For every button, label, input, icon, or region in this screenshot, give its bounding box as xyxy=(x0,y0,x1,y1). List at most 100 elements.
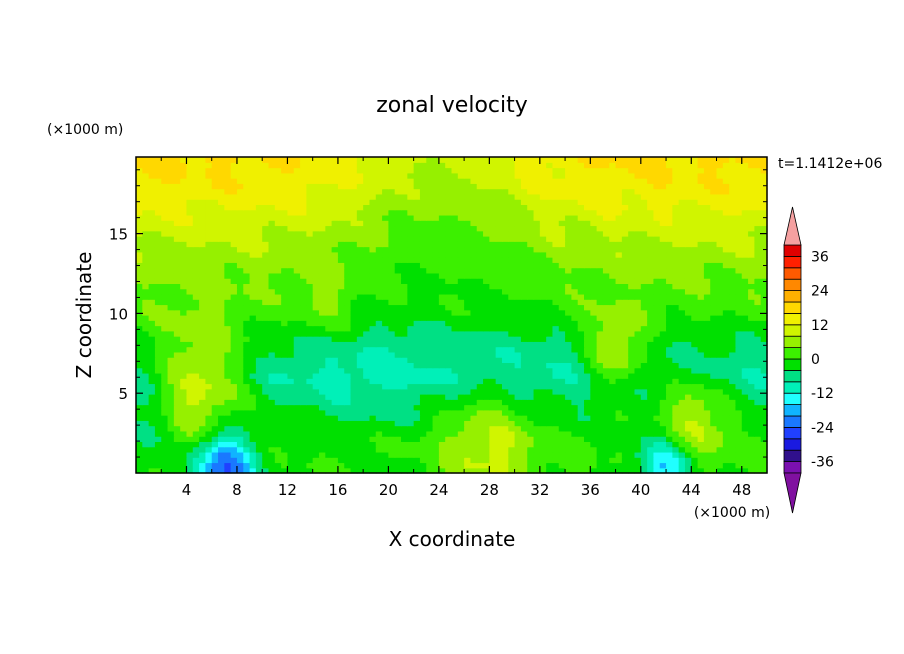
field-cell xyxy=(230,357,238,363)
field-cell xyxy=(760,330,768,337)
field-cell xyxy=(722,441,730,448)
field-cell xyxy=(483,267,490,274)
field-cell xyxy=(249,451,257,458)
field-cell xyxy=(337,225,345,232)
field-cell xyxy=(356,457,364,464)
field-cell xyxy=(520,257,528,263)
field-cell xyxy=(741,441,749,448)
field-cell xyxy=(741,430,749,437)
field-cell xyxy=(161,214,169,221)
field-cell xyxy=(300,351,307,358)
field-cell xyxy=(419,362,427,369)
field-cell xyxy=(382,272,389,279)
field-cell xyxy=(615,357,623,363)
field-cell xyxy=(558,367,566,374)
field-cell xyxy=(634,325,642,332)
field-cell xyxy=(716,357,724,363)
field-cell xyxy=(224,236,232,242)
field-cell xyxy=(735,320,743,327)
field-cell xyxy=(306,230,314,237)
field-cell xyxy=(375,278,383,284)
field-cell xyxy=(609,336,617,342)
field-cell xyxy=(445,278,453,284)
field-cell xyxy=(729,383,737,390)
field-cell xyxy=(483,230,490,237)
field-cell xyxy=(615,388,623,395)
field-cell xyxy=(552,209,560,216)
field-cell xyxy=(571,209,579,216)
field-cell xyxy=(590,399,598,406)
field-cell xyxy=(419,246,427,253)
field-cell xyxy=(426,309,434,316)
field-cell xyxy=(710,220,718,227)
field-cell xyxy=(571,272,579,279)
field-cell xyxy=(741,415,749,421)
field-cell xyxy=(287,430,295,437)
field-cell xyxy=(514,278,522,284)
field-cell xyxy=(274,399,282,406)
field-cell xyxy=(716,346,724,353)
field-cell xyxy=(470,283,478,290)
field-cell xyxy=(514,209,522,216)
field-cell xyxy=(520,288,528,295)
field-cell xyxy=(457,451,465,458)
field-cell xyxy=(634,430,642,437)
field-cell xyxy=(426,430,434,437)
field-cell xyxy=(729,257,737,263)
field-cell xyxy=(647,467,655,474)
field-cell xyxy=(293,230,301,237)
field-cell xyxy=(565,241,572,248)
field-cell xyxy=(678,230,686,237)
field-cell xyxy=(218,288,225,295)
field-cell xyxy=(451,230,459,237)
field-cell xyxy=(628,457,636,464)
field-cell xyxy=(154,415,162,421)
field-cell xyxy=(577,394,585,400)
field-cell xyxy=(621,320,629,327)
field-cell xyxy=(678,225,686,232)
field-cell xyxy=(218,341,225,348)
field-cell xyxy=(413,336,421,342)
field-cell xyxy=(760,267,768,274)
field-cell xyxy=(508,462,516,469)
field-cell xyxy=(703,341,711,348)
field-cell xyxy=(337,425,345,432)
field-cell xyxy=(142,362,150,369)
field-cell xyxy=(457,367,465,374)
field-cell xyxy=(205,425,213,432)
field-cell xyxy=(716,272,724,279)
field-cell xyxy=(287,304,295,311)
field-cell xyxy=(186,362,194,369)
field-cell xyxy=(224,241,232,248)
field-cell xyxy=(539,309,547,316)
field-cell xyxy=(565,283,572,290)
field-cell xyxy=(192,367,200,374)
field-cell xyxy=(672,394,680,400)
field-cell xyxy=(173,394,181,400)
field-cell xyxy=(218,220,225,227)
field-cell xyxy=(546,267,554,274)
field-cell xyxy=(375,362,383,369)
field-cell xyxy=(754,262,762,269)
field-cell xyxy=(148,383,156,390)
field-cell xyxy=(445,362,453,369)
field-cell xyxy=(609,462,617,469)
field-cell xyxy=(186,436,194,442)
field-cell xyxy=(571,415,579,421)
field-cell xyxy=(602,267,610,274)
field-cell xyxy=(419,357,427,363)
field-cell xyxy=(394,446,402,453)
field-cell xyxy=(464,415,472,421)
field-cell xyxy=(337,362,345,369)
field-cell xyxy=(476,346,484,353)
field-cell xyxy=(161,399,169,406)
field-cell xyxy=(628,309,636,316)
field-cell xyxy=(684,357,692,363)
field-cell xyxy=(161,425,169,432)
field-cell xyxy=(571,315,579,321)
field-cell xyxy=(596,299,604,306)
field-cell xyxy=(464,241,472,248)
field-cell xyxy=(653,283,661,290)
field-cell xyxy=(527,320,535,327)
field-cell xyxy=(363,415,371,421)
